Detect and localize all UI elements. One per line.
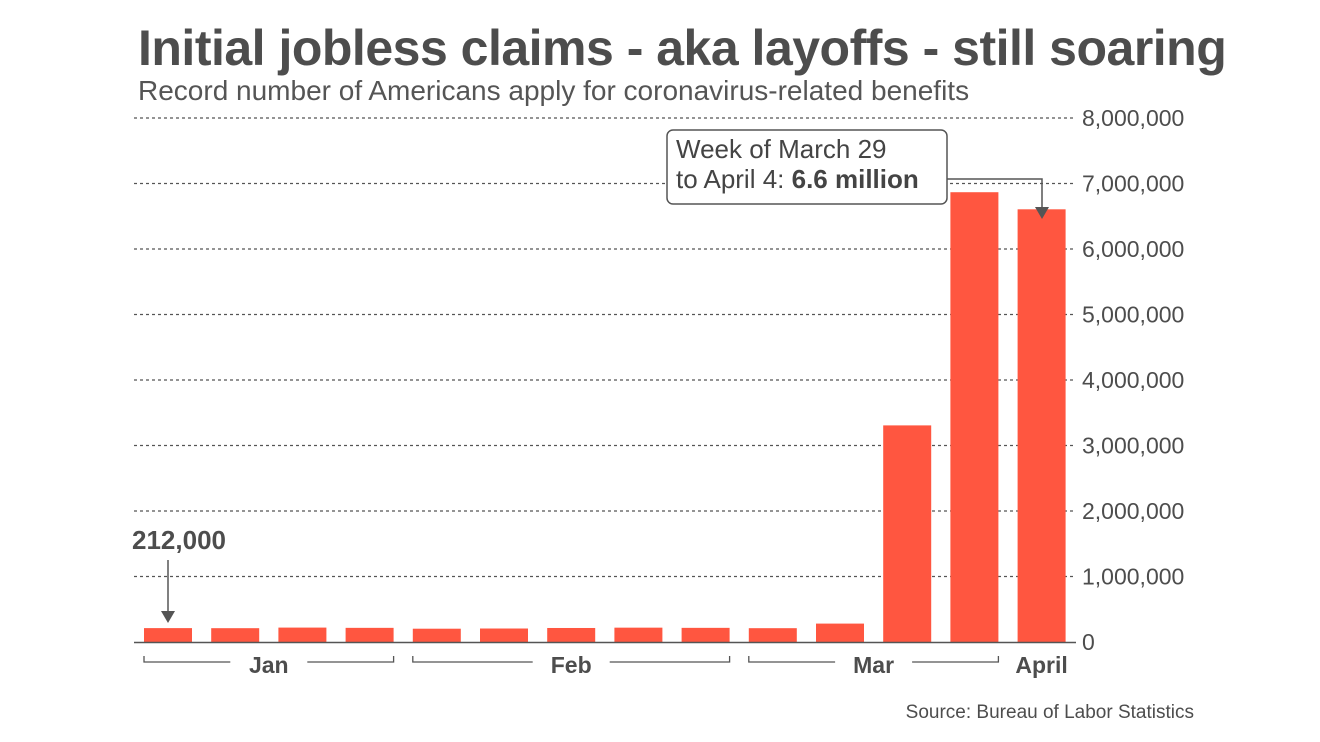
month-bracket bbox=[912, 656, 1000, 663]
bar bbox=[816, 623, 864, 642]
y-tick-label: 4,000,000 bbox=[1082, 367, 1184, 393]
bar bbox=[883, 425, 932, 642]
first-bar-arrow-head bbox=[161, 611, 175, 623]
y-axis-ticks: 0 1,000,000 2,000,000 3,000,000 4,000,000 5,0… bbox=[1082, 105, 1184, 655]
y-tick-label: 7,000,000 bbox=[1082, 171, 1184, 197]
peak-callout: Week of March 29 to April 4: 6.6 million bbox=[666, 129, 1049, 219]
y-tick-label: 8,000,000 bbox=[1082, 105, 1184, 131]
y-tick-label: 2,000,000 bbox=[1082, 498, 1184, 524]
y-tick-label: 3,000,000 bbox=[1082, 433, 1184, 459]
bar bbox=[278, 627, 327, 642]
svg-text:to April 4: 6.6 million: to April 4: 6.6 million bbox=[676, 164, 919, 194]
bar bbox=[547, 627, 596, 642]
callout-box bbox=[666, 129, 948, 205]
bar bbox=[681, 627, 730, 642]
chart-title: Initial jobless claims - aka layoffs - s… bbox=[138, 20, 1227, 76]
source-note: Source: Bureau of Labor Statistics bbox=[905, 702, 1194, 723]
bar bbox=[950, 192, 999, 643]
bar bbox=[748, 628, 797, 642]
callout-arrow-head bbox=[1035, 207, 1049, 219]
bar bbox=[1017, 209, 1066, 642]
bar bbox=[144, 628, 192, 642]
month-bracket bbox=[307, 656, 395, 663]
callout-line2-value: 6.6 million bbox=[792, 164, 919, 194]
bar bbox=[345, 627, 394, 642]
bar bbox=[480, 628, 528, 642]
y-tick-label: 0 bbox=[1082, 629, 1095, 655]
month-bracket bbox=[412, 656, 533, 663]
month-bracket bbox=[609, 656, 731, 663]
month-label: April bbox=[1015, 652, 1067, 678]
month-groups: Jan Feb Mar April bbox=[143, 652, 1068, 678]
y-tick-label: 6,000,000 bbox=[1082, 236, 1184, 262]
bars bbox=[144, 192, 1066, 643]
callout-line1: Week of March 29 bbox=[676, 134, 887, 164]
y-tick-label: 1,000,000 bbox=[1082, 564, 1184, 590]
first-bar-annotation: 212,000 bbox=[132, 525, 226, 623]
svg-text:Week of March 29: Week of March 29 bbox=[676, 134, 887, 164]
gridlines bbox=[134, 117, 1076, 578]
month-label: Feb bbox=[551, 652, 592, 678]
bar bbox=[211, 628, 260, 642]
month-label: Jan bbox=[249, 652, 289, 678]
bar bbox=[614, 627, 663, 642]
y-tick-label: 5,000,000 bbox=[1082, 302, 1184, 328]
callout-arrow-line bbox=[947, 178, 1043, 210]
month-bracket bbox=[143, 656, 231, 663]
bar bbox=[412, 628, 461, 642]
month-label: Mar bbox=[853, 652, 894, 678]
first-bar-value-label: 212,000 bbox=[132, 525, 226, 555]
callout-line2-prefix: to April 4: bbox=[676, 164, 792, 194]
month-bracket bbox=[748, 656, 836, 663]
chart-subtitle: Record number of Americans apply for cor… bbox=[138, 75, 970, 106]
